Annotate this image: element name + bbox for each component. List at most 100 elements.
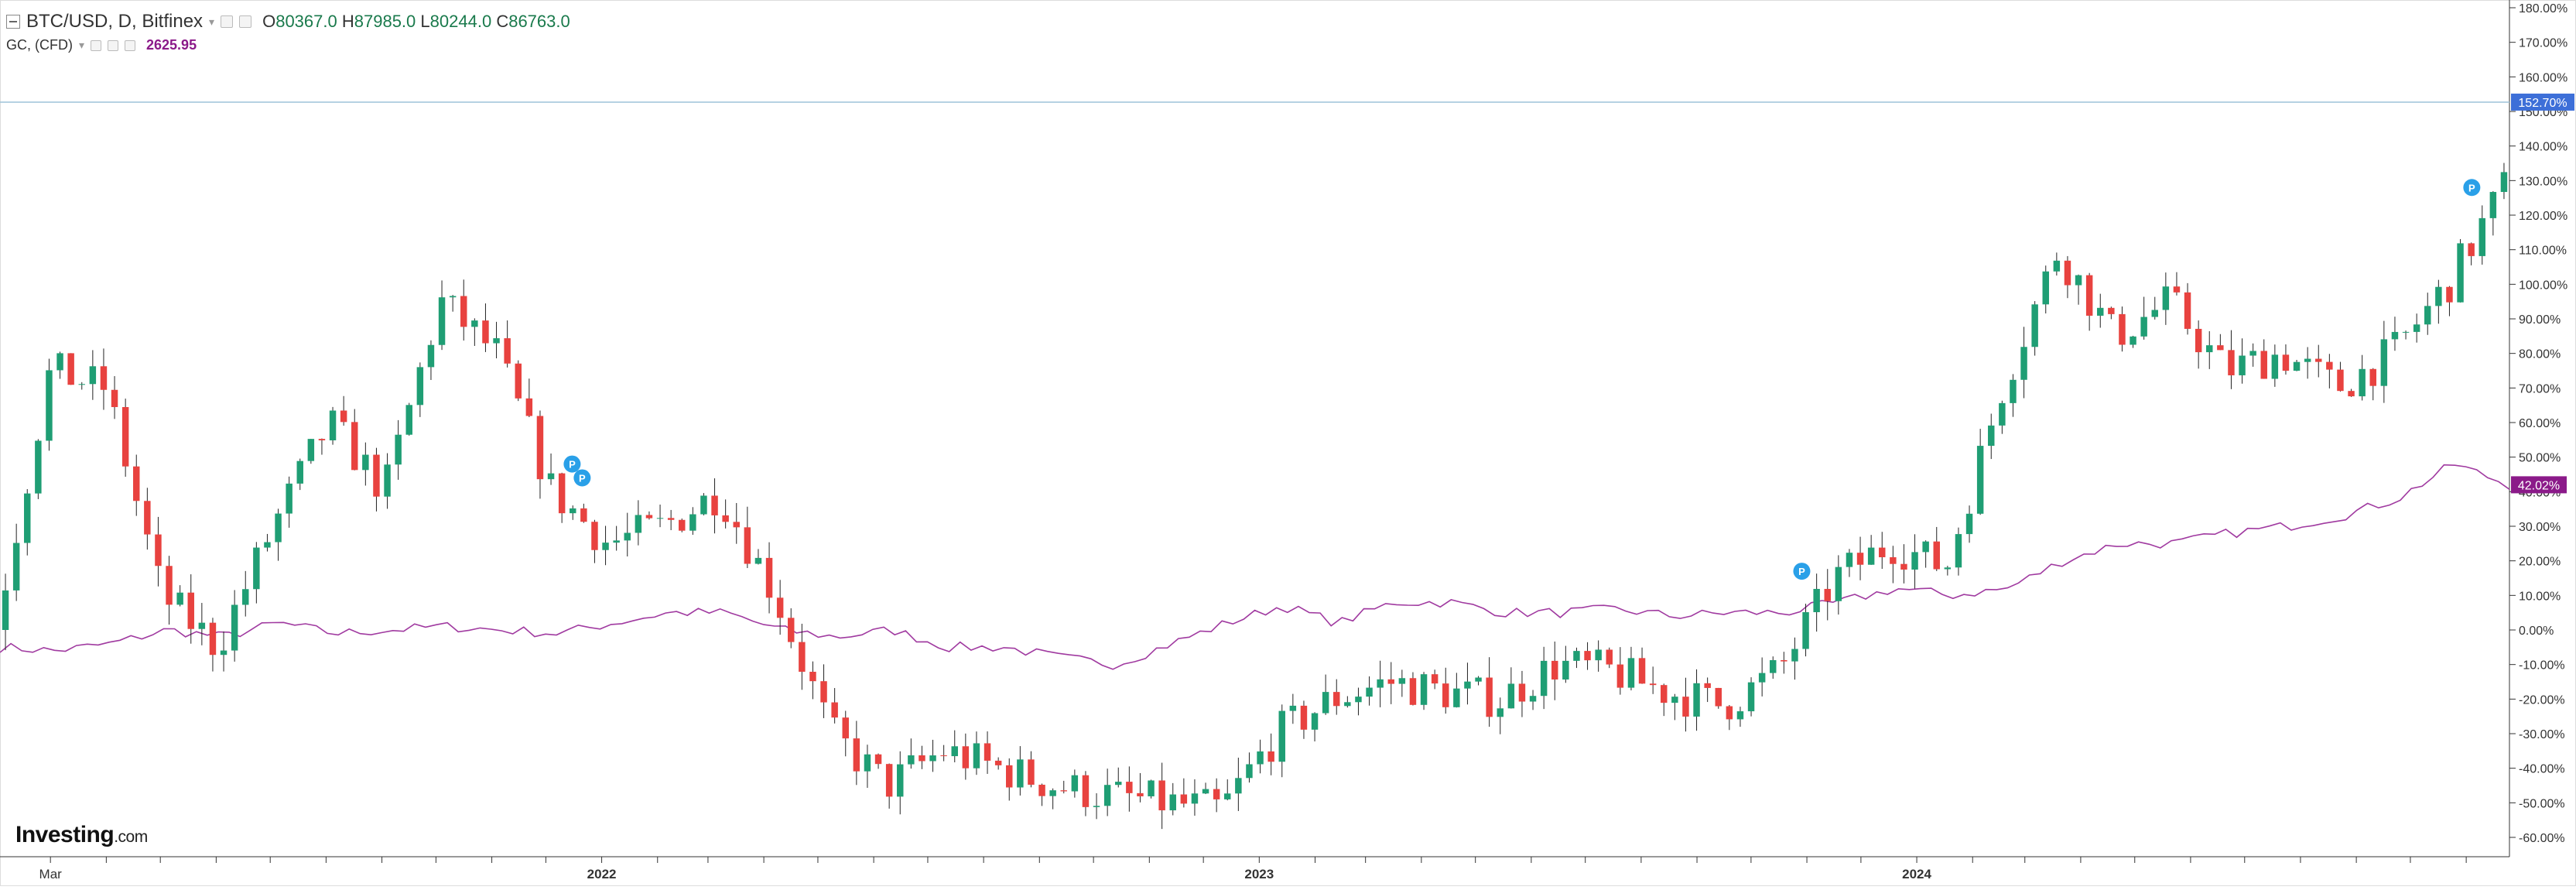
y-tick-label: 50.00% (2519, 452, 2561, 465)
btc-candle (645, 515, 653, 519)
btc-candle (2173, 286, 2181, 293)
btc-candle (449, 296, 457, 298)
btc-candle (1573, 651, 1580, 661)
btc-candle (1802, 612, 1809, 649)
investing-logo: Investing.com (15, 822, 148, 848)
btc-candle (2130, 336, 2136, 345)
btc-candle (133, 466, 140, 501)
btc-candle (1038, 784, 1045, 796)
x-tick-label: 2023 (1244, 867, 1274, 881)
btc-candle (722, 515, 729, 522)
btc-candle (1377, 679, 1384, 688)
btc-candle (962, 746, 970, 768)
btc-candle (2260, 351, 2267, 379)
btc-candle (1540, 660, 1548, 697)
settings-icon[interactable] (108, 39, 119, 51)
btc-candle (1529, 696, 1537, 702)
eye-icon[interactable] (221, 15, 234, 28)
btc-candle (1202, 789, 1209, 794)
chevron-down-icon[interactable]: ▾ (78, 39, 85, 51)
btc-candle (2195, 328, 2202, 353)
btc-candle (1638, 658, 1646, 684)
close-label: C (496, 12, 509, 31)
btc-candle (471, 320, 478, 327)
btc-candle (1661, 685, 1668, 703)
event-marker (563, 455, 581, 473)
event-marker (2463, 179, 2481, 197)
eye-icon[interactable] (91, 39, 102, 51)
close-icon[interactable] (125, 39, 136, 51)
btc-candle (307, 439, 315, 461)
btc-candle (711, 495, 718, 515)
btc-candle (1322, 692, 1329, 714)
btc-candle (2424, 306, 2431, 325)
btc-candle (547, 473, 555, 480)
btc-candle (198, 622, 206, 629)
btc-candle (1071, 775, 1079, 792)
btc-candle (2, 590, 9, 630)
btc-candle (929, 755, 936, 762)
y-tick-label: -20.00% (2519, 693, 2565, 707)
btc-candle (2369, 368, 2376, 386)
btc-candle (1278, 710, 1285, 762)
btc-candle (525, 398, 533, 416)
gold-price-badge (2511, 476, 2567, 494)
btc-candle (1387, 679, 1394, 684)
btc-candle (296, 460, 303, 484)
btc-candle (2064, 260, 2071, 286)
btc-candle (111, 389, 118, 407)
btc-candle (733, 522, 740, 528)
btc-candle (78, 384, 85, 385)
btc-candle (635, 515, 642, 533)
btc-candle (286, 483, 292, 514)
btc-candle (1148, 780, 1155, 796)
btc-candle (973, 743, 980, 768)
btc-candle (144, 501, 151, 535)
y-tick-label: 90.00% (2519, 313, 2561, 327)
btc-candle (515, 363, 522, 399)
compare-symbol[interactable]: GC, (CFD) (6, 37, 73, 53)
logo-suffix: .com (114, 828, 148, 846)
btc-candle (2359, 368, 2366, 397)
btc-candle (121, 406, 129, 467)
btc-candle (35, 440, 42, 494)
btc-candle (1955, 534, 1962, 568)
btc-price-badge-label: 152.70% (2518, 97, 2567, 110)
y-tick-label: -30.00% (2519, 728, 2565, 741)
event-marker (573, 469, 591, 487)
btc-candle (842, 717, 849, 739)
btc-candle (2402, 331, 2410, 333)
btc-candle (2282, 354, 2290, 371)
btc-candle (2206, 345, 2213, 353)
btc-candle (1191, 793, 1199, 804)
btc-candle (2151, 310, 2158, 317)
symbol-title[interactable]: BTC/USD, D, Bitfinex (26, 11, 204, 32)
event-marker-label: P (1798, 566, 1805, 577)
btc-candle (570, 508, 576, 514)
settings-icon[interactable] (239, 15, 252, 28)
btc-candle (187, 592, 194, 629)
btc-candle (2468, 243, 2475, 256)
y-tick-label: 10.00% (2519, 590, 2561, 603)
btc-candle (1922, 541, 1929, 553)
btc-candle (1824, 588, 1831, 601)
btc-candle (12, 543, 20, 590)
chevron-down-icon[interactable]: ▾ (209, 15, 215, 28)
btc-candle (885, 764, 893, 797)
btc-candle (1988, 425, 1995, 447)
btc-candle (831, 702, 838, 718)
btc-candle (1257, 751, 1264, 765)
collapse-legend-button[interactable] (6, 15, 20, 29)
y-tick-label: 100.00% (2519, 279, 2567, 292)
btc-candle (908, 755, 915, 765)
btc-candle (1649, 683, 1657, 686)
btc-candle (1606, 649, 1613, 665)
btc-candle (504, 338, 511, 364)
btc-candle (984, 743, 991, 761)
btc-candle (656, 518, 664, 519)
btc-candle (56, 353, 63, 371)
btc-candle (2053, 260, 2061, 272)
btc-candle (1726, 706, 1733, 720)
